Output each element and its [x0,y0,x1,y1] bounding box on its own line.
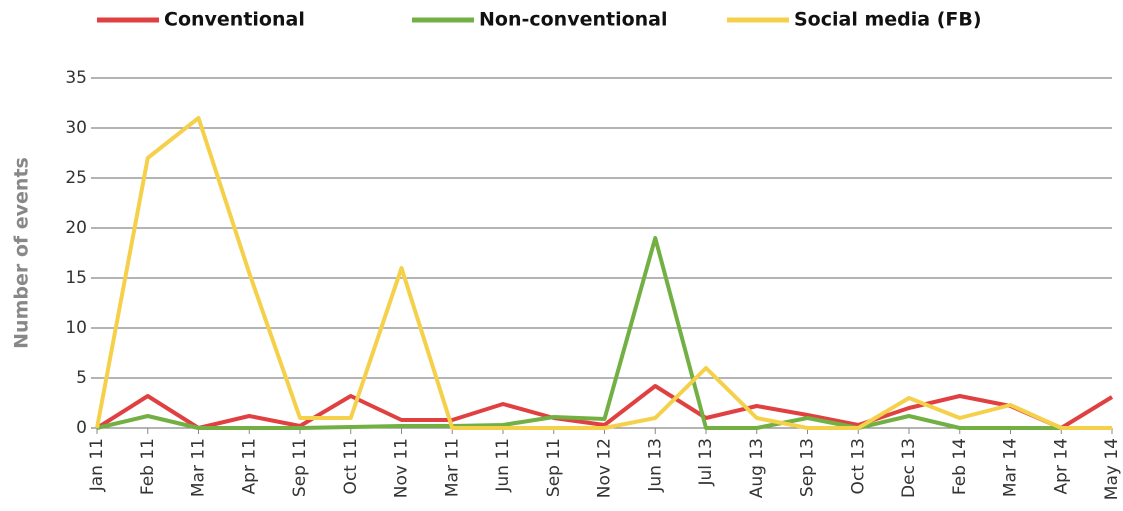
x-tick-label: Nov 11 [392,438,412,498]
y-tick-label: 30 [65,118,87,138]
y-tick-label: 5 [76,368,87,388]
y-axis-label: Number of events [11,157,33,349]
y-tick-label: 20 [65,218,87,238]
y-tick-label: 35 [65,68,87,88]
y-tick-label: 10 [65,318,87,338]
x-tick-label: Mar 14 [1001,438,1021,497]
y-tick-label: 15 [65,268,87,288]
x-tick-label: Jul 13 [696,438,716,487]
x-tick-label: Feb 14 [950,438,970,495]
series-line [96,236,1112,430]
x-tick-label: Aug 13 [747,438,767,498]
y-tick-label: 0 [76,418,87,438]
x-tick-label: Mar 11 [442,438,462,497]
series-line [95,384,1114,430]
x-tick-label: Nov 12 [595,438,615,498]
x-tick-label: Apr 11 [239,438,259,494]
x-tick-label: Apr 14 [1051,438,1071,494]
series-line [95,116,1112,430]
x-tick-label: Sep 11 [290,438,310,497]
x-tick-label: Jan 11 [87,438,107,492]
x-tick-label: Sep 11 [544,438,564,497]
x-tick-label: Sep 13 [798,438,818,497]
legend-label: Non-conventional [479,9,668,31]
x-tick-label: Jun 13 [645,438,665,493]
x-tick-label: Oct 11 [341,438,361,494]
x-tick-label: May 14 [1102,438,1122,500]
x-tick-label: Jun 11 [493,438,513,493]
y-tick-label: 25 [65,168,87,188]
x-tick-label: Dec 13 [899,438,919,498]
x-tick-label: Oct 13 [848,438,868,494]
x-tick-label: Feb 11 [138,438,158,495]
x-tick-label: Mar 11 [189,438,209,497]
legend-label: Social media (FB) [794,9,982,31]
legend-label: Conventional [164,9,305,31]
